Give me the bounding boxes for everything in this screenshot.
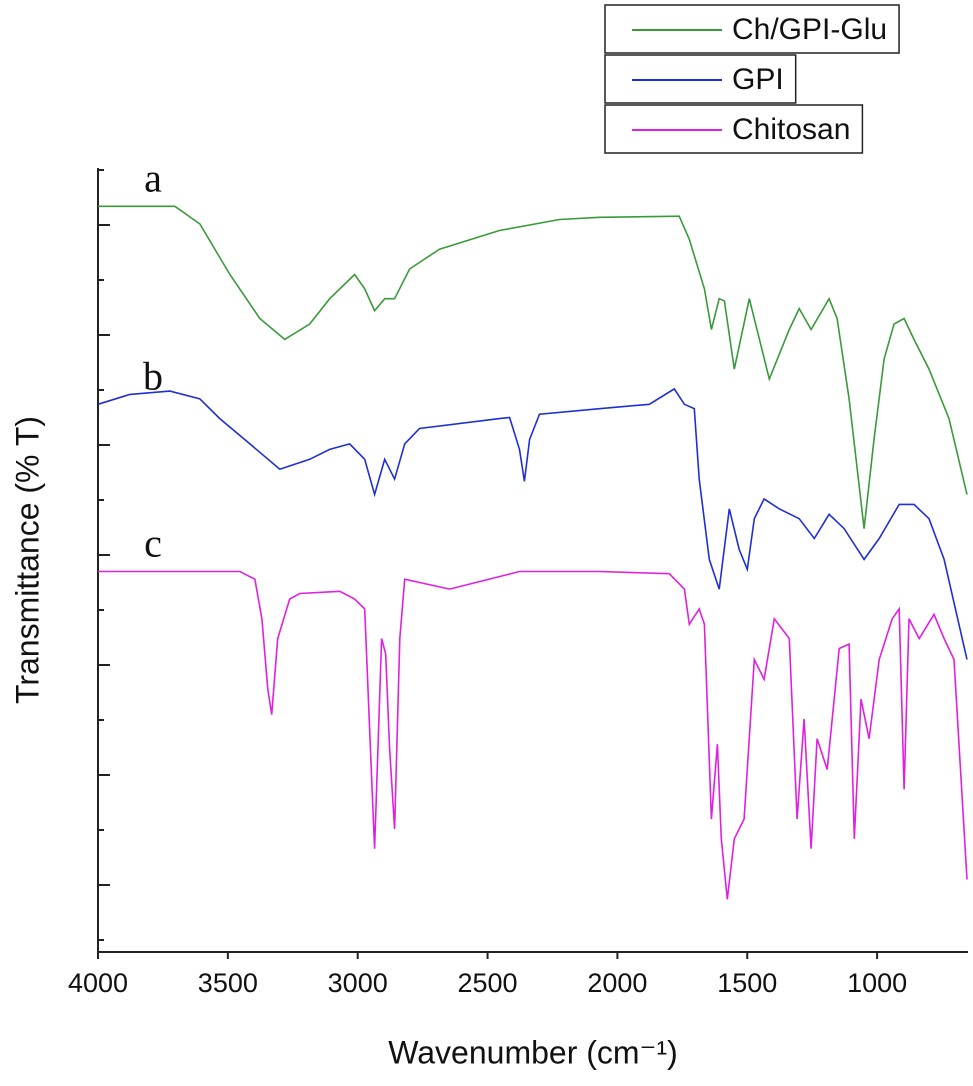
x-tick-label: 1500 bbox=[717, 968, 777, 998]
y-axis-label: Transmittance (% T) bbox=[9, 416, 45, 704]
x-axis-label: Wavenumber (cm⁻¹) bbox=[388, 1034, 678, 1070]
x-tick-label: 2500 bbox=[458, 968, 518, 998]
x-tick-label: 3000 bbox=[328, 968, 388, 998]
series-line bbox=[98, 205, 968, 529]
x-tick-label: 2000 bbox=[587, 968, 647, 998]
series-line bbox=[97, 387, 968, 660]
series-annotation: a bbox=[144, 155, 162, 200]
series-annotation: c bbox=[144, 521, 162, 566]
legend-label: GPI bbox=[732, 63, 784, 96]
x-tick-label: 4000 bbox=[68, 968, 128, 998]
series-line bbox=[98, 570, 968, 900]
legend-label: Chitosan bbox=[732, 113, 850, 146]
legend-label: Ch/GPI-Glu bbox=[732, 13, 887, 46]
x-tick-label: 3500 bbox=[198, 968, 258, 998]
legend-box bbox=[604, 104, 864, 154]
series-annotation: b bbox=[143, 353, 163, 398]
x-tick-label: 1000 bbox=[847, 968, 907, 998]
